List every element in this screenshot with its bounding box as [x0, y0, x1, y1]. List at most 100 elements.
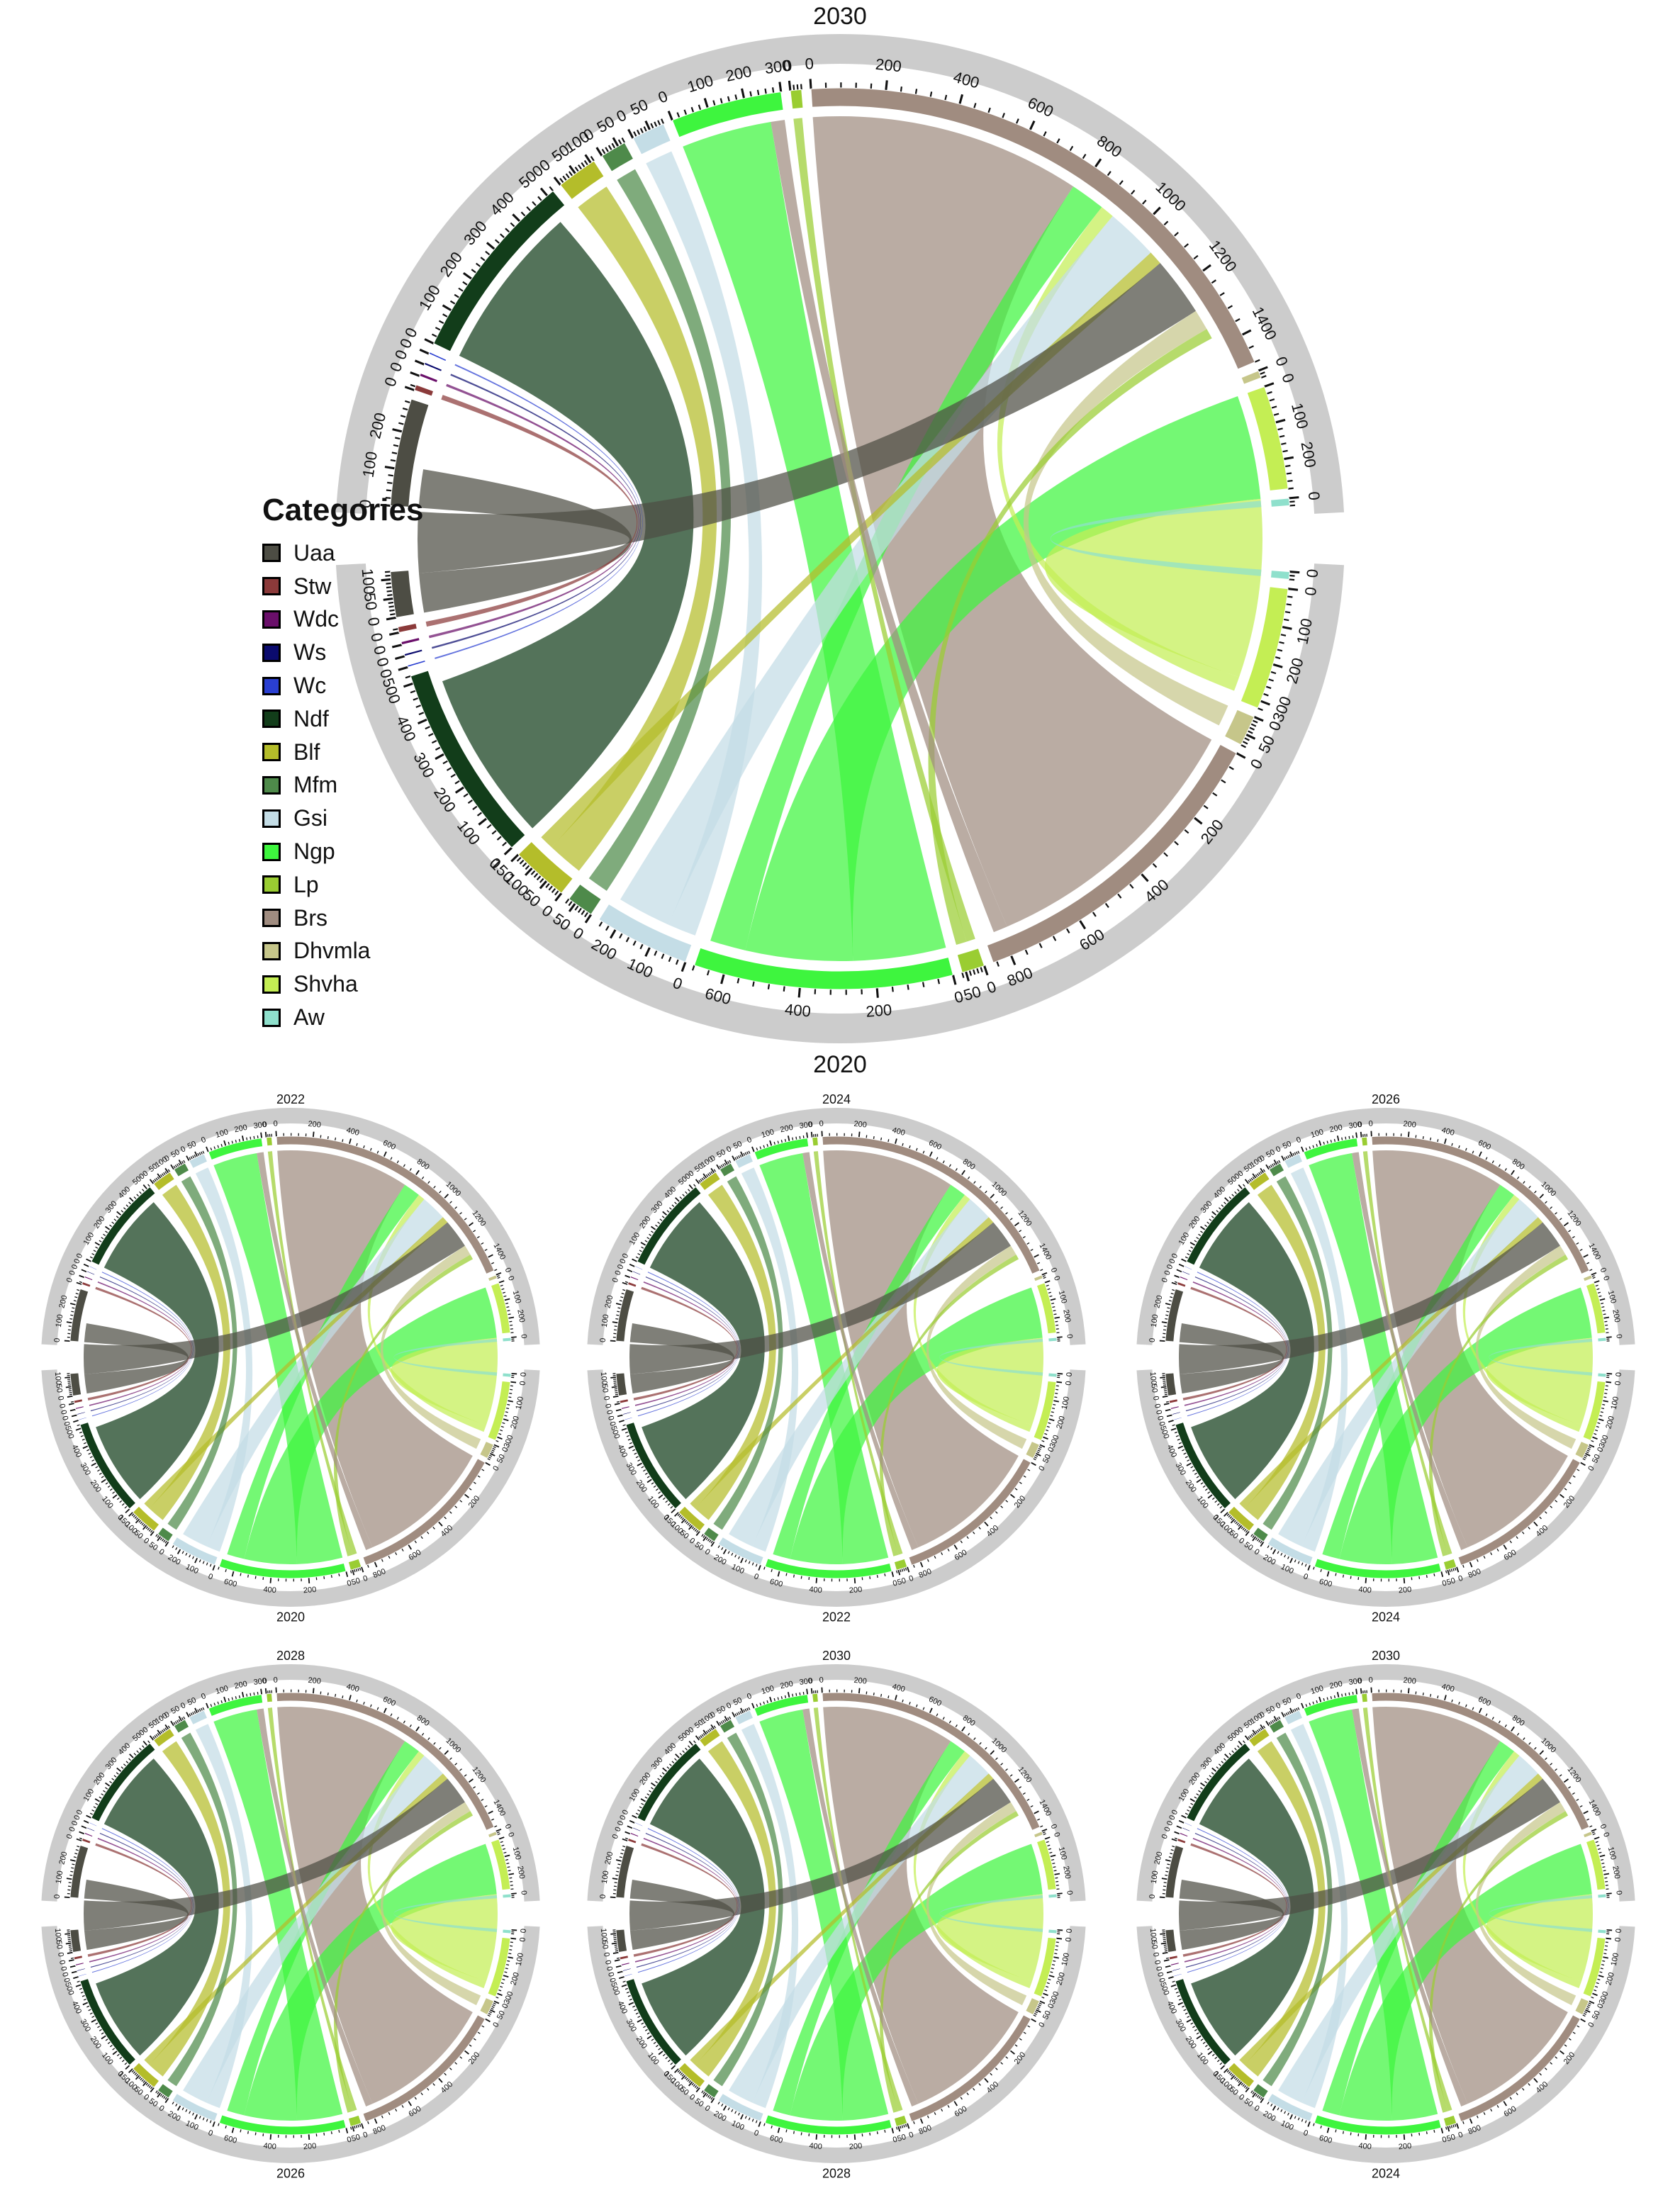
axis-tick — [67, 1382, 72, 1384]
axis-tick — [138, 1520, 142, 1523]
top-sector-ws — [86, 1270, 96, 1276]
axis-tick — [505, 1411, 508, 1413]
axis-tick — [617, 1414, 624, 1418]
axis-tick — [671, 1204, 675, 1208]
axis-tick — [414, 359, 425, 366]
axis-tick — [525, 865, 530, 870]
tick-label: 50 — [732, 1140, 744, 1151]
axis-tick — [1280, 2109, 1283, 2112]
axis-tick — [1048, 1291, 1052, 1294]
axis-tick — [1456, 2123, 1460, 2129]
axis-tick — [629, 1263, 635, 1267]
bottom-sector-blf — [517, 841, 573, 894]
tick-label: 0 — [1037, 2021, 1046, 2029]
axis-tick — [223, 1140, 227, 1147]
axis-tick — [1036, 2007, 1040, 2010]
axis-tick — [1326, 1571, 1330, 1577]
axis-tick — [1275, 418, 1286, 424]
bottom-sector-ndf — [625, 1421, 683, 1510]
axis-tick — [77, 1980, 81, 1983]
axis-tick — [74, 1853, 78, 1855]
axis-tick — [1034, 2012, 1037, 2015]
axis-tick — [1163, 1403, 1170, 1406]
axis-tick — [403, 682, 414, 688]
axis-tick — [650, 123, 654, 129]
bottom-sector-wdc — [1170, 1962, 1180, 1967]
axis-tick — [966, 2092, 969, 2096]
axis-tick — [1159, 1340, 1165, 1342]
axis-tick — [491, 1449, 495, 1452]
axis-tick — [973, 1737, 976, 1741]
axis-tick — [138, 2076, 142, 2080]
axis-tick — [1037, 2006, 1041, 2009]
axis-tick — [135, 2073, 139, 2077]
axis-tick — [1596, 1978, 1601, 1981]
axis-tick — [1030, 2018, 1036, 2023]
axis-tick — [164, 2097, 169, 2104]
axis-tick — [308, 1577, 310, 1583]
axis-tick — [1357, 1576, 1360, 1581]
axis-tick — [688, 1741, 694, 1746]
axis-tick — [721, 1547, 724, 1550]
axis-tick — [396, 1717, 399, 1720]
axis-tick — [926, 2115, 929, 2119]
axis-tick — [678, 1514, 682, 1517]
bottom-sector-stw — [1168, 1398, 1179, 1404]
axis-tick — [1601, 1306, 1605, 1308]
axis-tick — [449, 300, 456, 305]
axis-tick — [1176, 1269, 1182, 1273]
axis-tick — [1051, 1306, 1055, 1308]
axis-tick — [1234, 1191, 1238, 1194]
bottom-sector-gsi — [1267, 2092, 1314, 2122]
axis-tick — [545, 882, 551, 888]
axis-tick — [903, 2124, 905, 2128]
axis-tick — [926, 1559, 929, 1562]
axis-tick — [1211, 2053, 1216, 2057]
top-sector-wdc — [84, 1275, 94, 1281]
flow-brs-to-brs — [277, 1707, 473, 2104]
axis-tick — [1516, 2092, 1518, 2096]
axis-tick — [1287, 588, 1299, 591]
axis-tick — [421, 1176, 425, 1180]
flow-blf-to-brs — [690, 1217, 994, 1509]
tick-label: 100 — [1606, 1846, 1618, 1861]
axis-tick — [75, 1984, 82, 1987]
bottom-sector-gsi — [1267, 1536, 1314, 1566]
axis-tick — [1445, 2126, 1447, 2130]
axis-tick — [366, 1564, 369, 1568]
axis-tick — [627, 128, 634, 139]
tick-label: 0 — [603, 1403, 612, 1408]
axis-tick — [1039, 1444, 1046, 1448]
axis-tick — [549, 186, 554, 192]
axis-tick — [493, 2000, 500, 2004]
axis-tick — [449, 1201, 452, 1204]
tick-label: 0 — [618, 1257, 627, 1265]
axis-tick — [1094, 158, 1102, 168]
axis-tick — [392, 428, 403, 433]
axis-tick — [355, 2124, 358, 2128]
axis-tick — [1052, 935, 1057, 941]
axis-tick — [1237, 1745, 1241, 1749]
tick-label: 0 — [616, 1819, 625, 1827]
bottom-sector-shvha — [1240, 586, 1289, 709]
axis-tick — [1196, 2035, 1202, 2040]
axis-tick — [581, 909, 586, 916]
axis-tick — [1287, 1155, 1290, 1159]
axis-tick — [1014, 1222, 1020, 1227]
axis-tick — [432, 333, 437, 338]
tick-label: 0 — [503, 1267, 513, 1274]
axis-tick — [620, 1296, 624, 1298]
tick-label: 0 — [1368, 1120, 1373, 1128]
axis-tick — [181, 1160, 184, 1165]
axis-tick — [722, 1719, 725, 1724]
axis-tick — [505, 1968, 508, 1970]
axis-tick — [1284, 1554, 1287, 1558]
axis-tick — [477, 1475, 481, 1478]
axis-tick — [1278, 641, 1284, 644]
axis-tick — [257, 1691, 259, 1695]
axis-tick — [1167, 1863, 1170, 1865]
axis-tick — [698, 1736, 702, 1740]
bottom-sector-wdc — [401, 636, 420, 646]
tick-label: 0 — [75, 1809, 84, 1817]
axis-tick — [1009, 2050, 1015, 2055]
